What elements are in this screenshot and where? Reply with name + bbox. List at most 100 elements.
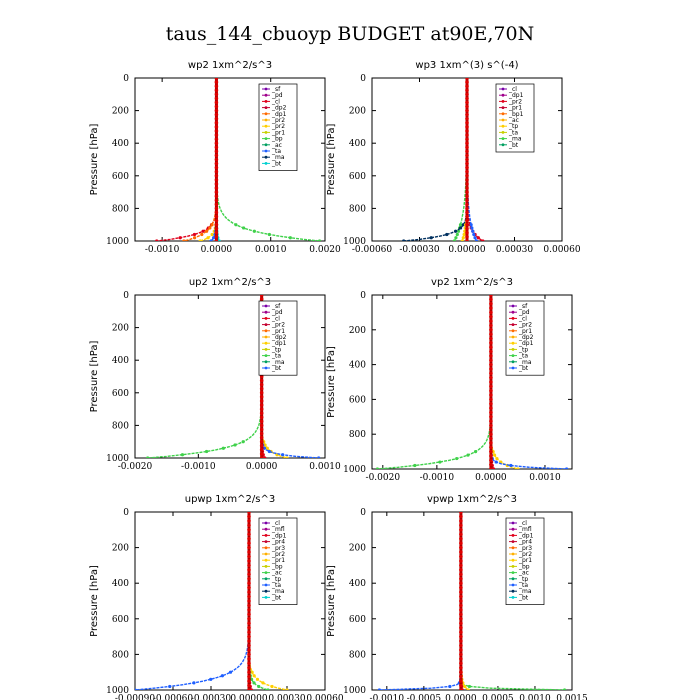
legend-entry: _ta (518, 353, 528, 360)
chart-title: upwp 1xm^2/s^3 (185, 494, 275, 505)
legend-marker (264, 335, 268, 339)
profile-point (214, 157, 219, 162)
series-point (288, 236, 292, 240)
chart-title: wp2 1xm^2/s^3 (188, 60, 272, 71)
profile-point (214, 210, 219, 215)
legend-marker (511, 310, 515, 314)
profile-point (259, 411, 264, 415)
profile-point (465, 161, 469, 166)
profile-point (259, 395, 264, 399)
profile-point (259, 435, 264, 440)
profile-point (247, 665, 251, 670)
series-point (209, 239, 213, 241)
y-tick-label: 200 (112, 324, 129, 334)
legend-entry: _mfl (271, 526, 285, 533)
series-line-dp2 (377, 295, 492, 469)
legend-entry: _sf (271, 86, 281, 93)
profile-point (247, 545, 251, 550)
profile-point (489, 441, 493, 445)
legend-marker (511, 341, 515, 345)
x-tick-label: 0.0010 (255, 245, 287, 255)
legend-entry: _sf (518, 303, 528, 310)
x-tick-label: -0.0005 (407, 694, 442, 700)
profile-point (214, 218, 219, 223)
legend-entry: _pr2 (508, 98, 522, 105)
y-tick-label: 800 (112, 650, 129, 660)
series-point (257, 684, 261, 689)
series-point (212, 236, 216, 240)
legend-entry: _dp1 (518, 340, 534, 347)
profile-point (214, 190, 219, 194)
series-point (495, 456, 499, 461)
profile-point (259, 382, 264, 387)
profile-point (214, 145, 219, 150)
legend-entry: _bp1 (508, 111, 524, 118)
profile-point (489, 449, 493, 454)
legend-marker (264, 317, 268, 320)
profile-point (465, 125, 469, 129)
profile-point (465, 78, 469, 80)
legend-entry: _pr2 (271, 551, 285, 558)
series-point (267, 232, 271, 237)
series-point (469, 223, 473, 227)
legend-entry: _pr2 (518, 551, 532, 558)
y-tick-label: 1000 (343, 465, 366, 475)
legend-marker (264, 354, 268, 357)
profile-point (214, 239, 219, 241)
x-tick-label: -0.0010 (181, 462, 216, 472)
series-point (458, 226, 463, 230)
x-tick-label: 0.0000 (445, 694, 477, 700)
profile-point (489, 323, 493, 328)
profile-point (489, 354, 493, 358)
legend-entry: _dp1 (508, 92, 524, 99)
legend-marker (264, 155, 268, 159)
profile-point (247, 670, 251, 674)
legend-marker (264, 552, 268, 556)
legend-marker (264, 596, 268, 599)
series-point (281, 453, 285, 457)
chart-panel-4: vp2 1xm^2/s^3 Pressure [hPa] 0 200 400 600 800… (326, 277, 573, 483)
profile-point (465, 214, 469, 219)
legend-marker (264, 143, 268, 147)
profile-point (459, 585, 463, 590)
series-point (201, 229, 205, 233)
legend-entry: _mfl (518, 526, 532, 533)
profile-point (259, 439, 264, 444)
series-point (263, 456, 267, 458)
profile-point (459, 594, 463, 599)
legend-entry: _ta (271, 582, 281, 589)
y-tick-label: 200 (112, 544, 129, 554)
legend-entry: _bt (271, 594, 282, 601)
series-point (455, 456, 459, 461)
legend-marker (264, 360, 268, 364)
profile-point (259, 386, 264, 391)
legend-entry: _pr1 (518, 328, 532, 335)
profile-point (459, 563, 463, 568)
chart-title: wp3 1xm^(3) s^(-4) (415, 60, 518, 71)
profile-point (465, 84, 469, 88)
series-group (375, 295, 569, 469)
profile-point (489, 458, 493, 463)
profile-point (247, 688, 251, 690)
legend-entry: _tp (508, 123, 518, 130)
x-tick-label: -0.00030 (191, 694, 232, 700)
profile-point (465, 133, 469, 137)
profile-point (214, 214, 219, 219)
series-point (455, 232, 459, 237)
legend-entry: _cl (518, 520, 527, 527)
series-point (470, 226, 474, 230)
x-tick-label: 0.00030 (268, 694, 305, 700)
profile-point (247, 657, 251, 661)
series-point (461, 223, 465, 227)
profile-point (459, 514, 463, 519)
profile-point (259, 407, 264, 411)
series-point (234, 223, 238, 227)
chart-panel-6: vpwp 1xm^2/s^3 Pressure [hPa] 0 200 400 600 80… (326, 494, 588, 700)
profile-point (247, 594, 251, 599)
x-tick-label: -0.0010 (420, 473, 455, 483)
series-point (262, 446, 267, 450)
series-point (494, 460, 498, 464)
legend-entry: _pd (271, 309, 283, 316)
profile-point (489, 415, 493, 419)
profile-point (247, 512, 251, 514)
